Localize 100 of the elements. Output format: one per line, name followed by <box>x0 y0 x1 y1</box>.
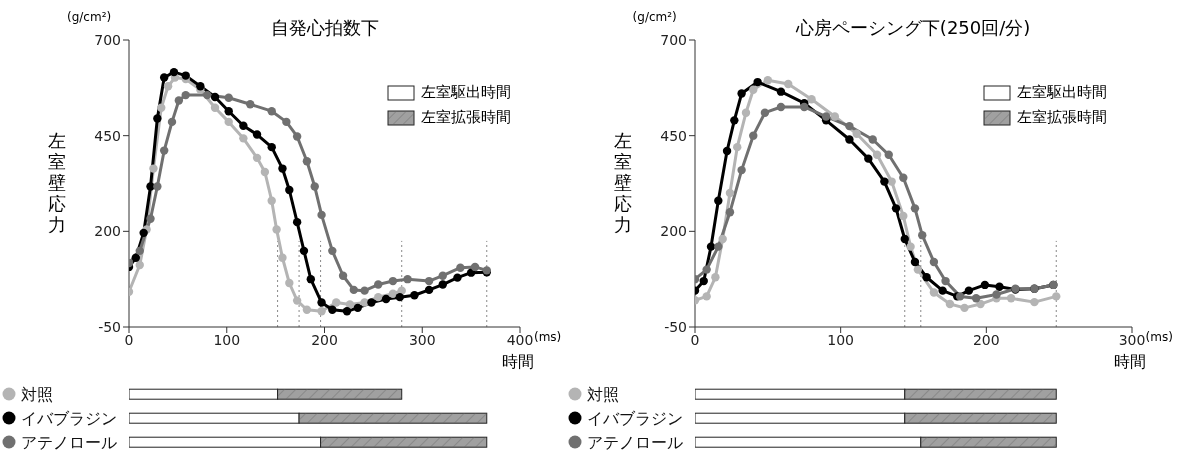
point <box>278 253 287 262</box>
point <box>453 273 462 282</box>
point <box>748 131 758 140</box>
point <box>167 117 177 127</box>
x-tick-label: 400 <box>506 331 534 348</box>
point <box>159 146 169 155</box>
point <box>345 300 355 309</box>
point <box>146 214 155 223</box>
point <box>910 204 919 213</box>
point <box>424 285 434 295</box>
point <box>879 177 889 186</box>
chart-title: 心房ペーシング下(250回/分) <box>794 16 1032 40</box>
point <box>917 230 927 240</box>
point <box>252 153 262 163</box>
y-tick-label: アテノロール <box>21 433 117 452</box>
point <box>328 246 337 256</box>
point <box>959 303 969 313</box>
text: (g/cm²) <box>67 10 112 24</box>
legend-label: 左室拡張時間 <box>1017 108 1107 127</box>
y-axis-title: 左室壁応力 <box>47 130 67 235</box>
point <box>135 260 144 270</box>
point <box>267 142 276 152</box>
point <box>292 217 302 227</box>
point <box>153 114 162 123</box>
legend-label: 左室駆出時間 <box>1017 83 1107 102</box>
point <box>898 211 908 221</box>
y-axis-title: 左室壁応力 <box>612 130 633 235</box>
point <box>317 298 326 307</box>
point <box>424 276 434 286</box>
point <box>328 305 337 314</box>
point <box>872 150 881 159</box>
point <box>317 307 326 316</box>
point <box>884 150 893 159</box>
point <box>342 307 352 316</box>
y-tick-label: -50 <box>663 318 687 335</box>
point <box>135 246 144 256</box>
point <box>725 208 734 217</box>
point <box>310 182 319 191</box>
point <box>388 276 398 286</box>
point <box>844 135 854 144</box>
point <box>224 117 233 127</box>
point <box>718 234 727 244</box>
y-tick-label: -50 <box>98 318 121 335</box>
x-tick-label: 0 <box>124 331 134 348</box>
text: (g/cm²) <box>632 10 677 24</box>
point <box>349 285 359 295</box>
point <box>713 242 723 251</box>
point <box>891 204 900 213</box>
point <box>905 242 915 251</box>
point <box>267 196 276 205</box>
point <box>224 106 233 116</box>
point <box>910 257 919 267</box>
point <box>317 210 326 220</box>
point <box>224 93 233 102</box>
point <box>741 108 750 117</box>
point <box>806 95 816 104</box>
point <box>456 263 465 272</box>
point <box>729 116 739 125</box>
point <box>971 294 980 303</box>
point <box>991 290 1001 299</box>
point <box>163 82 173 91</box>
point <box>753 77 762 87</box>
point <box>282 117 291 127</box>
point <box>306 274 316 284</box>
point <box>725 188 734 198</box>
point <box>763 75 772 85</box>
point <box>174 96 184 105</box>
point <box>239 134 248 143</box>
point <box>302 305 312 314</box>
point <box>748 85 758 94</box>
point <box>159 73 169 82</box>
point <box>776 102 785 112</box>
point <box>203 90 212 100</box>
point <box>285 278 294 288</box>
text: (ms) <box>1145 330 1173 344</box>
point <box>938 286 947 295</box>
y-tick-label: 700 <box>94 31 121 48</box>
point <box>292 132 302 141</box>
point <box>353 303 362 313</box>
y-tick-label: 450 <box>659 127 687 144</box>
point <box>799 102 809 112</box>
x-tick-label: 300 <box>1118 331 1145 348</box>
point <box>852 129 861 138</box>
point <box>922 273 931 282</box>
point <box>157 103 166 112</box>
x-tick-label: 200 <box>972 331 1000 348</box>
point <box>470 262 480 272</box>
point <box>710 273 720 282</box>
point <box>945 299 954 309</box>
point <box>438 280 447 289</box>
x-axis-title: 時間 <box>502 352 534 373</box>
y-tick-label: 対照 <box>21 385 53 404</box>
point <box>181 71 190 80</box>
x-axis-title: 時間 <box>1113 352 1146 373</box>
x-tick-label: 100 <box>213 331 241 348</box>
point <box>374 280 383 289</box>
y-tick-label: 450 <box>94 127 121 144</box>
y-tick-label: アテノロール <box>586 433 683 452</box>
point <box>737 89 746 98</box>
point <box>830 112 839 121</box>
